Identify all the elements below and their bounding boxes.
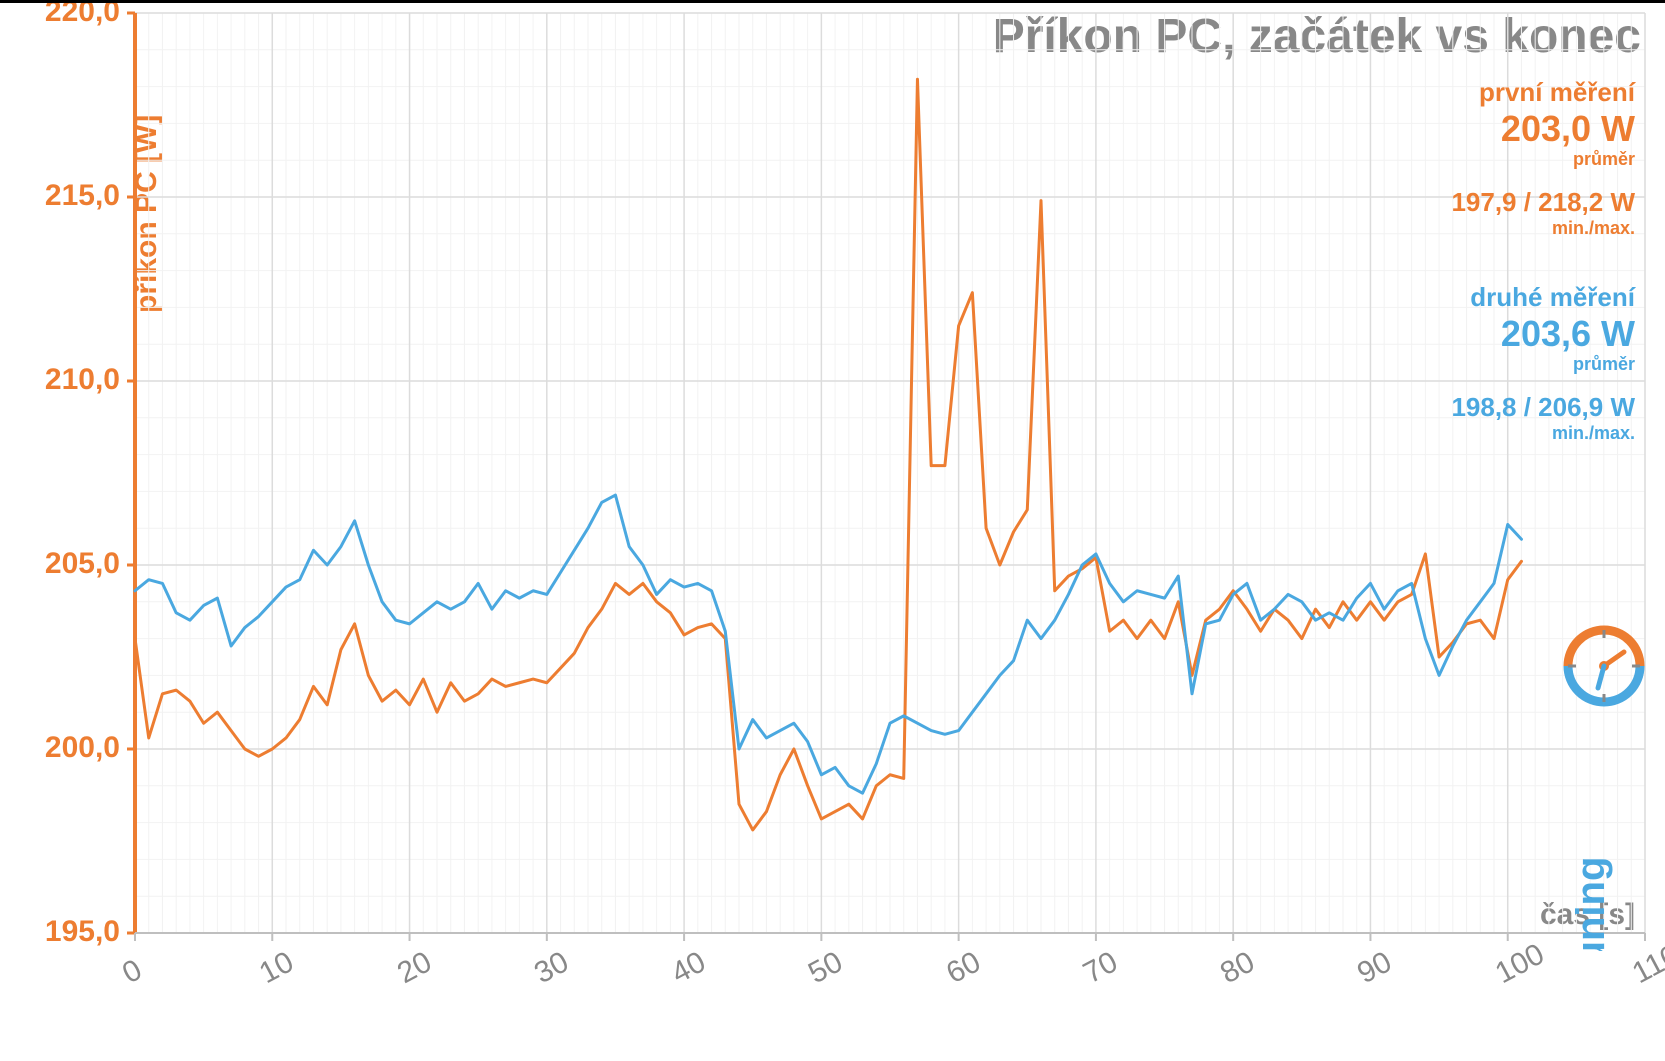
legend-2-range: 198,8 / 206,9 W — [1451, 393, 1635, 423]
y-tick-label: 210,0 — [10, 363, 120, 397]
y-tick-label: 215,0 — [10, 179, 120, 213]
legend-2-name: druhé měření — [1451, 283, 1635, 313]
legend-2-avg: 203,6 W — [1451, 313, 1635, 354]
pctuning-logo: pctuning — [1559, 611, 1649, 951]
y-tick-label: 220,0 — [10, 0, 120, 29]
svg-text:pctuning: pctuning — [1569, 857, 1613, 951]
legend-2-range-sub: min./max. — [1451, 423, 1635, 444]
chart-container: { "chart": { "type": "line", "title": "P… — [0, 0, 1665, 1061]
legend-1-range: 197,9 / 218,2 W — [1451, 188, 1635, 218]
legend-2-avg-sub: průměr — [1451, 354, 1635, 375]
legend-1-avg-sub: průměr — [1451, 149, 1635, 170]
legend-1-avg: 203,0 W — [1451, 108, 1635, 149]
y-tick-label: 205,0 — [10, 547, 120, 581]
plot-svg — [0, 3, 1665, 1061]
legend-1-name: první měření — [1451, 78, 1635, 108]
y-tick-label: 200,0 — [10, 731, 120, 765]
logo-tuning: tuning — [1569, 857, 1613, 951]
y-tick-label: 195,0 — [10, 915, 120, 949]
legend-1-range-sub: min./max. — [1451, 218, 1635, 239]
legend-series-2: druhé měření 203,6 W průměr 198,8 / 206,… — [1451, 283, 1635, 444]
legend-series-1: první měření 203,0 W průměr 197,9 / 218,… — [1451, 78, 1635, 239]
